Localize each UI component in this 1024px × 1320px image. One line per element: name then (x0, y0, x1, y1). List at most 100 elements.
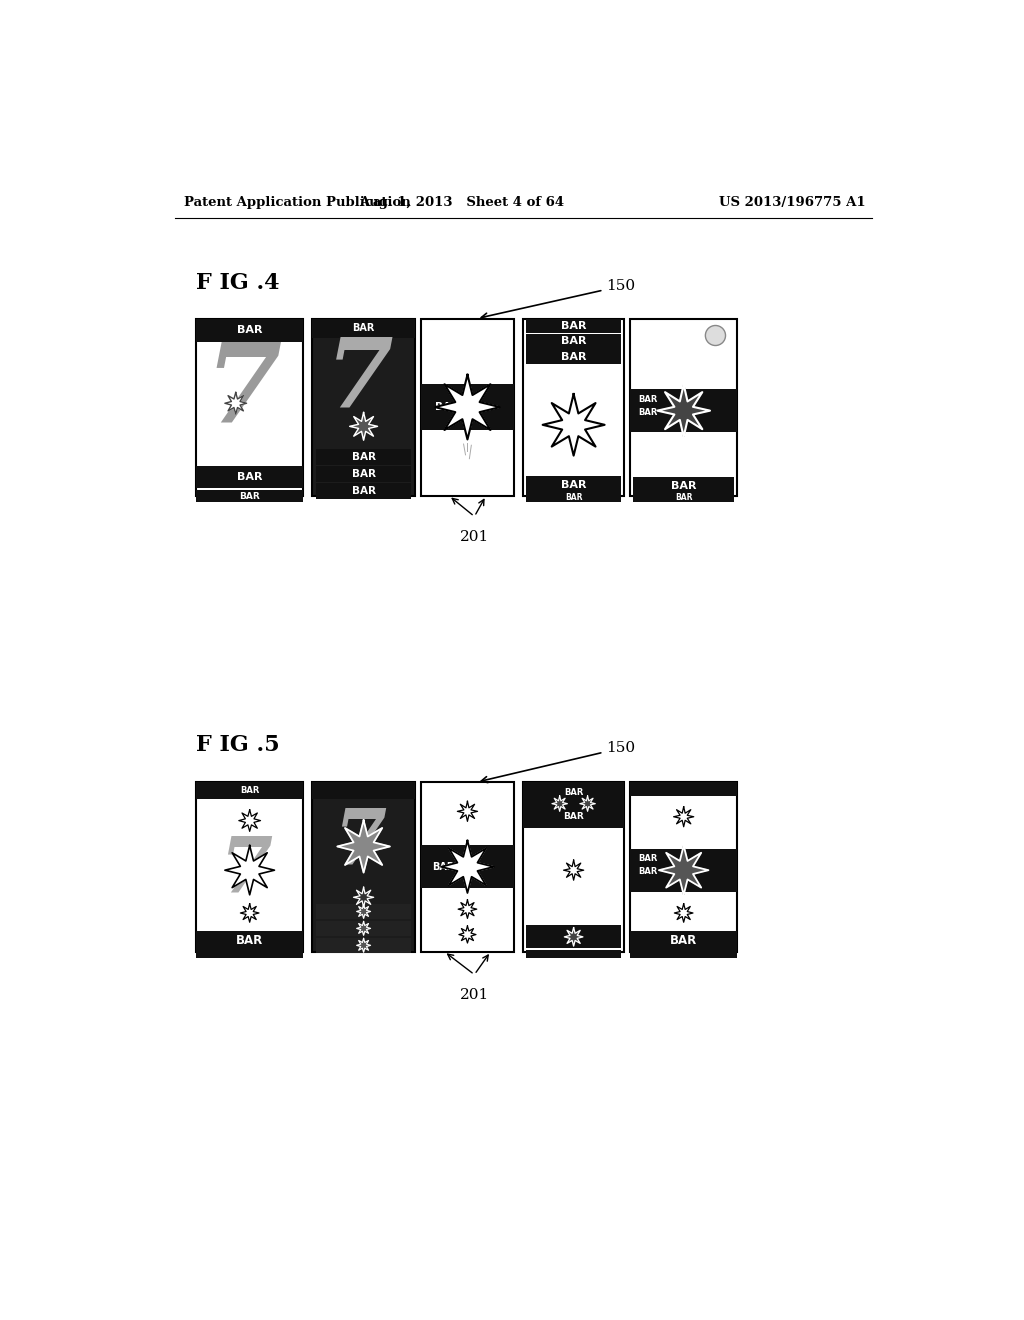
Polygon shape (353, 887, 374, 907)
Polygon shape (337, 820, 390, 873)
Text: BAR: BAR (565, 492, 583, 502)
Polygon shape (225, 392, 247, 414)
Text: BAR: BAR (670, 935, 697, 948)
Text: BAR: BAR (351, 486, 376, 496)
Polygon shape (356, 904, 371, 919)
Text: 201: 201 (460, 531, 489, 544)
Text: Patent Application Publication: Patent Application Publication (183, 197, 411, 209)
Text: F IG .5: F IG .5 (197, 734, 280, 756)
Bar (630, 781, 737, 796)
Text: BAR: BAR (561, 351, 587, 362)
Text: BAR: BAR (352, 323, 375, 333)
Polygon shape (435, 375, 500, 440)
Bar (316, 921, 411, 936)
Text: BAR: BAR (563, 812, 584, 821)
Bar (197, 466, 303, 488)
Bar (630, 950, 737, 958)
Polygon shape (675, 904, 693, 923)
Bar (523, 781, 624, 829)
Bar (526, 494, 621, 502)
Polygon shape (563, 861, 584, 880)
Text: 150: 150 (481, 741, 636, 783)
Polygon shape (459, 927, 476, 942)
Bar (523, 318, 624, 496)
Polygon shape (356, 939, 371, 952)
Text: 7: 7 (326, 333, 393, 428)
Text: BAR: BAR (237, 473, 262, 482)
Bar (526, 334, 621, 348)
Polygon shape (564, 928, 583, 946)
Polygon shape (580, 796, 595, 812)
Polygon shape (239, 810, 260, 832)
Text: BAR: BAR (435, 403, 459, 412)
Text: US 2013/196775 A1: US 2013/196775 A1 (719, 197, 866, 209)
Polygon shape (225, 846, 274, 895)
Text: Aug. 1, 2013   Sheet 4 of 64: Aug. 1, 2013 Sheet 4 of 64 (358, 197, 564, 209)
Text: BAR: BAR (561, 337, 587, 346)
Polygon shape (458, 801, 477, 821)
Polygon shape (241, 904, 259, 923)
Text: BAR: BAR (240, 787, 259, 795)
Polygon shape (543, 395, 604, 455)
Text: BAR: BAR (351, 469, 376, 479)
Circle shape (706, 326, 726, 346)
Bar (630, 781, 737, 952)
Bar (421, 781, 514, 952)
Bar (316, 904, 411, 919)
Bar (523, 781, 624, 952)
Text: BAR: BAR (240, 492, 260, 500)
Bar (312, 781, 415, 952)
Bar (421, 384, 514, 430)
Text: BAR: BAR (638, 408, 657, 417)
Bar (312, 318, 415, 496)
Bar (312, 318, 415, 338)
Text: BAR: BAR (432, 862, 455, 871)
Text: BAR: BAR (237, 935, 263, 948)
Text: 7: 7 (205, 338, 283, 445)
Polygon shape (552, 796, 567, 812)
Bar (633, 494, 734, 502)
Bar (630, 932, 737, 950)
Text: F IG .4: F IG .4 (197, 272, 280, 294)
Text: BAR: BAR (638, 396, 657, 404)
Bar (630, 849, 737, 892)
Text: 201: 201 (460, 989, 489, 1002)
Bar (316, 937, 411, 953)
Polygon shape (441, 841, 494, 892)
Bar (316, 450, 411, 465)
Bar (316, 483, 411, 499)
Bar (197, 932, 303, 950)
Bar (197, 318, 303, 496)
Text: BAR: BAR (564, 788, 584, 797)
Bar (197, 490, 303, 502)
Bar (633, 478, 734, 494)
Polygon shape (349, 412, 378, 441)
Text: 7: 7 (333, 805, 386, 879)
Text: BAR: BAR (237, 325, 262, 335)
Text: 150: 150 (481, 279, 636, 319)
Bar (630, 318, 737, 496)
Bar (526, 950, 621, 958)
Text: BAR: BAR (561, 480, 587, 490)
Text: BAR: BAR (561, 321, 587, 331)
Bar (197, 950, 303, 958)
Bar (526, 925, 621, 949)
Polygon shape (657, 384, 710, 437)
Bar (526, 318, 621, 333)
Bar (197, 781, 303, 799)
Text: BAR: BAR (638, 867, 657, 876)
Bar (526, 477, 621, 494)
Text: BAR: BAR (638, 854, 657, 863)
Polygon shape (356, 921, 371, 936)
Bar (630, 389, 737, 432)
Bar (421, 845, 514, 888)
Text: BAR: BAR (671, 480, 696, 491)
Bar (316, 466, 411, 482)
Text: 7: 7 (219, 833, 272, 907)
Bar (312, 781, 415, 799)
Text: BAR: BAR (351, 453, 376, 462)
Polygon shape (674, 807, 693, 826)
Polygon shape (658, 846, 709, 895)
Bar (421, 318, 514, 496)
Bar (197, 318, 303, 342)
